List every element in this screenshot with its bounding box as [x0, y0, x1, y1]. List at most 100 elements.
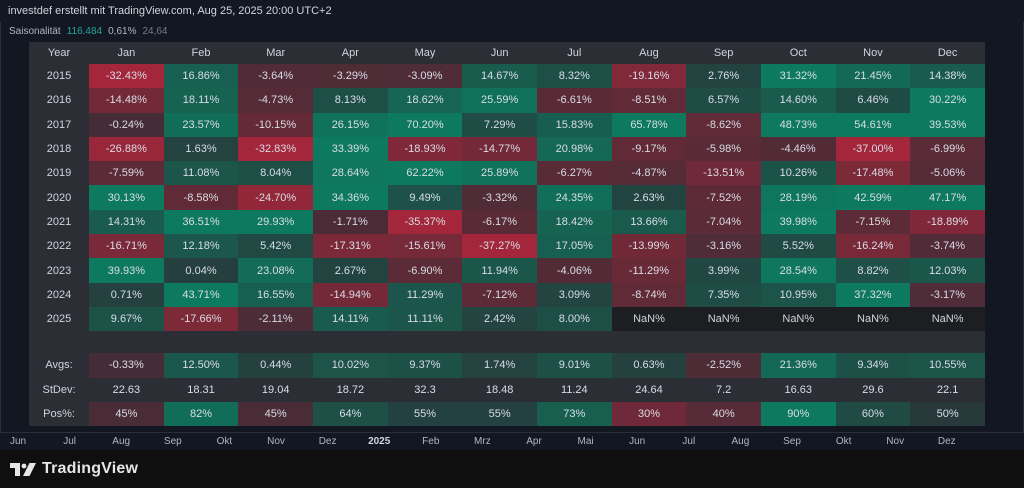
- return-cell: -3.32%: [462, 185, 537, 210]
- column-header-aug: Aug: [611, 42, 687, 64]
- tradingview-logo-text: TradingView: [42, 460, 139, 477]
- table-body: 2015 -32.43% 16.86% -3.64% -3.29% -3.09% 14.67…: [29, 64, 985, 427]
- time-axis[interactable]: Jun Jul Aug Sep Okt Nov Dez 2025 Feb Mrz Apr Mai Jun…: [0, 432, 1024, 451]
- return-cell: 8.00%: [536, 306, 612, 332]
- return-cell: 2.67%: [313, 258, 388, 283]
- table-row: 2024 0.71% 43.71% 16.55% -14.94% 11.29% -7.12%…: [29, 282, 985, 307]
- return-cell: 33.39%: [313, 136, 388, 162]
- return-cell: 9.49%: [387, 185, 463, 210]
- return-cell: 18.11%: [163, 88, 239, 113]
- table-row: 2025 9.67% -17.66% -2.11% 14.11% 11.11% 2.42% 8…: [29, 306, 985, 332]
- return-cell: 54.61%: [835, 112, 911, 137]
- return-cell: NaN%: [760, 306, 836, 332]
- return-cell: -35.37%: [387, 209, 463, 235]
- indicator-legend[interactable]: Saisonalität 116.484 0,61% 24,64: [9, 26, 168, 37]
- indicator-name[interactable]: Saisonalität: [9, 26, 61, 37]
- return-cell: 37.32%: [835, 282, 911, 307]
- return-cell: 23.57%: [163, 112, 239, 137]
- column-header-mar: Mar: [238, 42, 314, 64]
- return-cell: -17.48%: [835, 161, 911, 186]
- spacer-cell: [536, 331, 612, 354]
- table-row: 2022 -16.71% 12.18% 5.42% -17.31% -15.61% -37.…: [29, 234, 985, 259]
- return-cell: 29.93%: [238, 209, 314, 235]
- return-cell: NaN%: [835, 306, 911, 332]
- summary-cell: 22.63: [89, 377, 164, 402]
- time-axis-label: Jul: [682, 436, 696, 447]
- year-cell: 2023: [29, 258, 90, 283]
- return-cell: -15.61%: [387, 234, 463, 259]
- summary-cell: 0.63%: [611, 353, 687, 378]
- return-cell: -7.52%: [686, 185, 761, 210]
- return-cell: 17.05%: [536, 234, 612, 259]
- return-cell: 8.04%: [238, 161, 314, 186]
- summary-cell: 19.04: [238, 377, 314, 402]
- year-cell: 2025: [29, 306, 90, 332]
- year-cell: 2016: [29, 88, 90, 113]
- return-cell: -6.61%: [536, 88, 612, 113]
- chart-title: investdef erstellt mit TradingView.com, …: [8, 5, 332, 17]
- tradingview-logo[interactable]: TradingView: [10, 460, 138, 478]
- return-cell: 25.59%: [462, 88, 537, 113]
- return-cell: 30.13%: [89, 185, 164, 210]
- summary-cell: 73%: [536, 401, 612, 427]
- chart-header: investdef erstellt mit TradingView.com, …: [0, 0, 1024, 23]
- column-header-apr: Apr: [313, 42, 388, 64]
- time-axis-label: Jun: [629, 436, 646, 447]
- time-axis-label: Aug: [112, 436, 131, 447]
- return-cell: -17.66%: [163, 306, 239, 332]
- return-cell: 30.22%: [910, 88, 985, 113]
- chart-pane[interactable]: Saisonalität 116.484 0,61% 24,64 Year Jan…: [0, 22, 1024, 432]
- table-row: 2019 -7.59% 11.08% 8.04% 28.64% 62.22% 25.89% -…: [29, 161, 985, 186]
- return-cell: 18.62%: [387, 88, 463, 113]
- return-cell: -37.27%: [462, 234, 537, 259]
- summary-cell: 12.50%: [163, 353, 239, 378]
- return-cell: -17.31%: [313, 234, 388, 259]
- return-cell: -3.16%: [686, 234, 761, 259]
- return-cell: 42.59%: [835, 185, 911, 210]
- return-cell: -3.29%: [313, 64, 388, 89]
- summary-cell: 45%: [89, 401, 164, 427]
- return-cell: -2.11%: [238, 306, 314, 332]
- return-cell: 3.99%: [686, 258, 761, 283]
- tradingview-logo-icon: [10, 463, 36, 476]
- year-cell: 2020: [29, 185, 90, 210]
- summary-label: StDev:: [29, 377, 90, 402]
- return-cell: -13.99%: [611, 234, 687, 259]
- return-cell: 14.38%: [910, 64, 985, 89]
- return-cell: -16.71%: [89, 234, 164, 259]
- return-cell: 11.94%: [462, 258, 537, 283]
- summary-cell: 22.1: [910, 377, 985, 402]
- return-cell: 3.09%: [536, 282, 612, 307]
- column-header-feb: Feb: [163, 42, 239, 64]
- return-cell: -14.77%: [462, 136, 537, 162]
- summary-cell: 21.36%: [760, 353, 836, 378]
- return-cell: -10.15%: [238, 112, 314, 137]
- spacer-cell: [387, 331, 463, 354]
- return-cell: -4.73%: [238, 88, 314, 113]
- summary-cell: 32.3: [387, 377, 463, 402]
- return-cell: 13.66%: [611, 209, 687, 235]
- year-cell: 2015: [29, 64, 90, 89]
- table-row: 2023 39.93% 0.04% 23.08% 2.67% -6.90% 11.94% -4…: [29, 258, 985, 283]
- column-header-dec: Dec: [910, 42, 985, 64]
- return-cell: -0.24%: [89, 112, 164, 137]
- column-header-may: May: [387, 42, 463, 64]
- return-cell: NaN%: [686, 306, 761, 332]
- return-cell: 20.98%: [536, 136, 612, 162]
- return-cell: 10.95%: [760, 282, 836, 307]
- summary-cell: 29.6: [835, 377, 911, 402]
- return-cell: 39.98%: [760, 209, 836, 235]
- summary-cell: 50%: [910, 401, 985, 427]
- return-cell: 8.32%: [536, 64, 612, 89]
- return-cell: 7.29%: [462, 112, 537, 137]
- summary-row: Avgs: -0.33% 12.50% 0.44% 10.02% 9.37% 1.74% 9.…: [29, 353, 985, 378]
- summary-cell: 9.01%: [536, 353, 612, 378]
- summary-cell: 18.72: [313, 377, 388, 402]
- indicator-value-2: 0,61%: [108, 26, 137, 37]
- return-cell: -3.17%: [910, 282, 985, 307]
- spacer-cell: [238, 331, 314, 354]
- column-header-nov: Nov: [835, 42, 911, 64]
- return-cell: -5.98%: [686, 136, 761, 162]
- return-cell: 31.32%: [760, 64, 836, 89]
- return-cell: 15.83%: [536, 112, 612, 137]
